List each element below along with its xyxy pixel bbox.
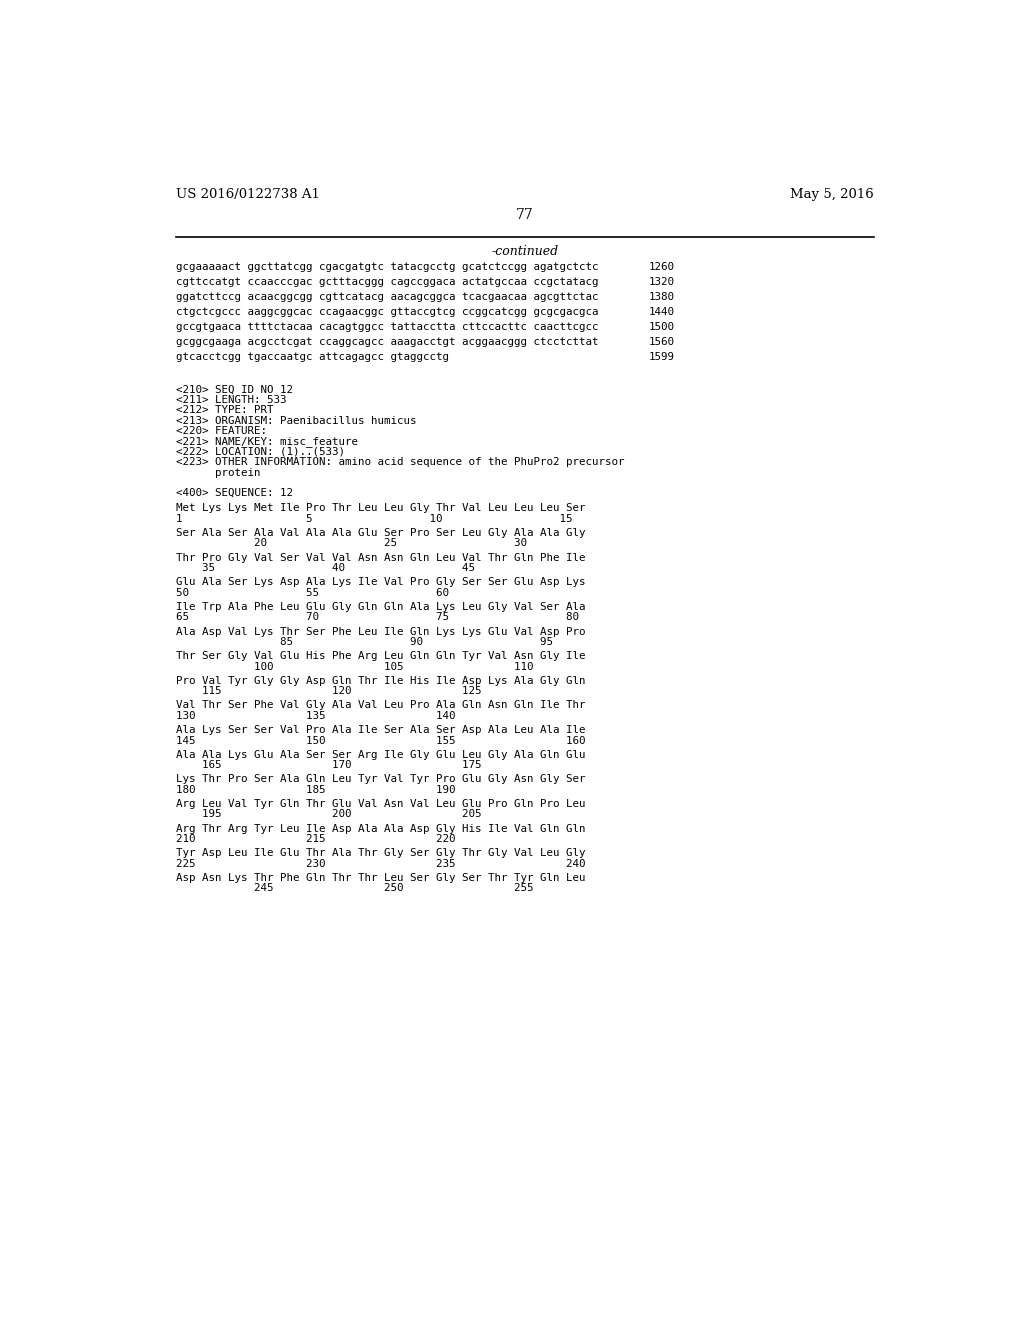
Text: Ala Asp Val Lys Thr Ser Phe Leu Ile Gln Lys Lys Glu Val Asp Pro: Ala Asp Val Lys Thr Ser Phe Leu Ile Gln … <box>176 627 586 636</box>
Text: Val Thr Ser Phe Val Gly Ala Val Leu Pro Ala Gln Asn Gln Ile Thr: Val Thr Ser Phe Val Gly Ala Val Leu Pro … <box>176 701 586 710</box>
Text: 1599: 1599 <box>649 352 675 363</box>
Text: 35                  40                  45: 35 40 45 <box>176 564 475 573</box>
Text: Thr Pro Gly Val Ser Val Val Asn Asn Gln Leu Val Thr Gln Phe Ile: Thr Pro Gly Val Ser Val Val Asn Asn Gln … <box>176 553 586 562</box>
Text: Ile Trp Ala Phe Leu Glu Gly Gln Gln Ala Lys Leu Gly Val Ser Ala: Ile Trp Ala Phe Leu Glu Gly Gln Gln Ala … <box>176 602 586 612</box>
Text: gcggcgaaga acgcctcgat ccaggcagcc aaagacctgt acggaacggg ctcctcttat: gcggcgaaga acgcctcgat ccaggcagcc aaagacc… <box>176 338 599 347</box>
Text: <210> SEQ ID NO 12: <210> SEQ ID NO 12 <box>176 384 293 395</box>
Text: <213> ORGANISM: Paenibacillus humicus: <213> ORGANISM: Paenibacillus humicus <box>176 416 417 425</box>
Text: <211> LENGTH: 533: <211> LENGTH: 533 <box>176 395 287 405</box>
Text: Thr Ser Gly Val Glu His Phe Arg Leu Gln Gln Tyr Val Asn Gly Ile: Thr Ser Gly Val Glu His Phe Arg Leu Gln … <box>176 651 586 661</box>
Text: US 2016/0122738 A1: US 2016/0122738 A1 <box>176 187 319 201</box>
Text: gccgtgaaca ttttctacaa cacagtggcc tattacctta cttccacttc caacttcgcc: gccgtgaaca ttttctacaa cacagtggcc tattacc… <box>176 322 599 333</box>
Text: 210                 215                 220: 210 215 220 <box>176 834 456 843</box>
Text: 165                 170                 175: 165 170 175 <box>176 760 481 770</box>
Text: 50                  55                  60: 50 55 60 <box>176 587 450 598</box>
Text: 77: 77 <box>516 209 534 223</box>
Text: 1440: 1440 <box>649 308 675 317</box>
Text: <221> NAME/KEY: misc_feature: <221> NAME/KEY: misc_feature <box>176 437 358 447</box>
Text: gtcacctcgg tgaccaatgc attcagagcc gtaggcctg: gtcacctcgg tgaccaatgc attcagagcc gtaggcc… <box>176 352 450 363</box>
Text: -continued: -continued <box>492 246 558 259</box>
Text: 1500: 1500 <box>649 322 675 333</box>
Text: <220> FEATURE:: <220> FEATURE: <box>176 426 267 436</box>
Text: gcgaaaaact ggcttatcgg cgacgatgtc tatacgcctg gcatctccgg agatgctctc: gcgaaaaact ggcttatcgg cgacgatgtc tatacgc… <box>176 263 599 272</box>
Text: Arg Thr Arg Tyr Leu Ile Asp Ala Ala Asp Gly His Ile Val Gln Gln: Arg Thr Arg Tyr Leu Ile Asp Ala Ala Asp … <box>176 824 586 834</box>
Text: Glu Ala Ser Lys Asp Ala Lys Ile Val Pro Gly Ser Ser Glu Asp Lys: Glu Ala Ser Lys Asp Ala Lys Ile Val Pro … <box>176 577 586 587</box>
Text: 1260: 1260 <box>649 263 675 272</box>
Text: cgttccatgt ccaacccgac gctttacggg cagccggaca actatgccaa ccgctatacg: cgttccatgt ccaacccgac gctttacggg cagccgg… <box>176 277 599 288</box>
Text: 130                 135                 140: 130 135 140 <box>176 711 456 721</box>
Text: protein: protein <box>176 467 260 478</box>
Text: 1320: 1320 <box>649 277 675 288</box>
Text: 145                 150                 155                 160: 145 150 155 160 <box>176 735 586 746</box>
Text: Ala Lys Ser Ser Val Pro Ala Ile Ser Ala Ser Asp Ala Leu Ala Ile: Ala Lys Ser Ser Val Pro Ala Ile Ser Ala … <box>176 725 586 735</box>
Text: 1560: 1560 <box>649 338 675 347</box>
Text: Lys Thr Pro Ser Ala Gln Leu Tyr Val Tyr Pro Glu Gly Asn Gly Ser: Lys Thr Pro Ser Ala Gln Leu Tyr Val Tyr … <box>176 775 586 784</box>
Text: 225                 230                 235                 240: 225 230 235 240 <box>176 859 586 869</box>
Text: Arg Leu Val Tyr Gln Thr Glu Val Asn Val Leu Glu Pro Gln Pro Leu: Arg Leu Val Tyr Gln Thr Glu Val Asn Val … <box>176 799 586 809</box>
Text: 195                 200                 205: 195 200 205 <box>176 809 481 820</box>
Text: 180                 185                 190: 180 185 190 <box>176 785 456 795</box>
Text: 1380: 1380 <box>649 293 675 302</box>
Text: <400> SEQUENCE: 12: <400> SEQUENCE: 12 <box>176 488 293 498</box>
Text: 100                 105                 110: 100 105 110 <box>176 661 534 672</box>
Text: Ser Ala Ser Ala Val Ala Ala Glu Ser Pro Ser Leu Gly Ala Ala Gly: Ser Ala Ser Ala Val Ala Ala Glu Ser Pro … <box>176 528 586 539</box>
Text: ctgctcgccc aaggcggcac ccagaacggc gttaccgtcg ccggcatcgg gcgcgacgca: ctgctcgccc aaggcggcac ccagaacggc gttaccg… <box>176 308 599 317</box>
Text: 85                  90                  95: 85 90 95 <box>176 638 553 647</box>
Text: Tyr Asp Leu Ile Glu Thr Ala Thr Gly Ser Gly Thr Gly Val Leu Gly: Tyr Asp Leu Ile Glu Thr Ala Thr Gly Ser … <box>176 849 586 858</box>
Text: Asp Asn Lys Thr Phe Gln Thr Thr Leu Ser Gly Ser Thr Tyr Gln Leu: Asp Asn Lys Thr Phe Gln Thr Thr Leu Ser … <box>176 873 586 883</box>
Text: <223> OTHER INFORMATION: amino acid sequence of the PhuPro2 precursor: <223> OTHER INFORMATION: amino acid sequ… <box>176 457 625 467</box>
Text: ggatcttccg acaacggcgg cgttcatacg aacagcggca tcacgaacaa agcgttctac: ggatcttccg acaacggcgg cgttcatacg aacagcg… <box>176 293 599 302</box>
Text: 1                   5                  10                  15: 1 5 10 15 <box>176 513 572 524</box>
Text: Pro Val Tyr Gly Gly Asp Gln Thr Ile His Ile Asp Lys Ala Gly Gln: Pro Val Tyr Gly Gly Asp Gln Thr Ile His … <box>176 676 586 686</box>
Text: <222> LOCATION: (1)..(533): <222> LOCATION: (1)..(533) <box>176 446 345 457</box>
Text: Ala Ala Lys Glu Ala Ser Ser Arg Ile Gly Glu Leu Gly Ala Gln Glu: Ala Ala Lys Glu Ala Ser Ser Arg Ile Gly … <box>176 750 586 760</box>
Text: 20                  25                  30: 20 25 30 <box>176 539 527 548</box>
Text: May 5, 2016: May 5, 2016 <box>790 187 873 201</box>
Text: <212> TYPE: PRT: <212> TYPE: PRT <box>176 405 273 416</box>
Text: 115                 120                 125: 115 120 125 <box>176 686 481 696</box>
Text: 245                 250                 255: 245 250 255 <box>176 883 534 894</box>
Text: Met Lys Lys Met Ile Pro Thr Leu Leu Gly Thr Val Leu Leu Leu Ser: Met Lys Lys Met Ile Pro Thr Leu Leu Gly … <box>176 503 586 513</box>
Text: 65                  70                  75                  80: 65 70 75 80 <box>176 612 579 622</box>
